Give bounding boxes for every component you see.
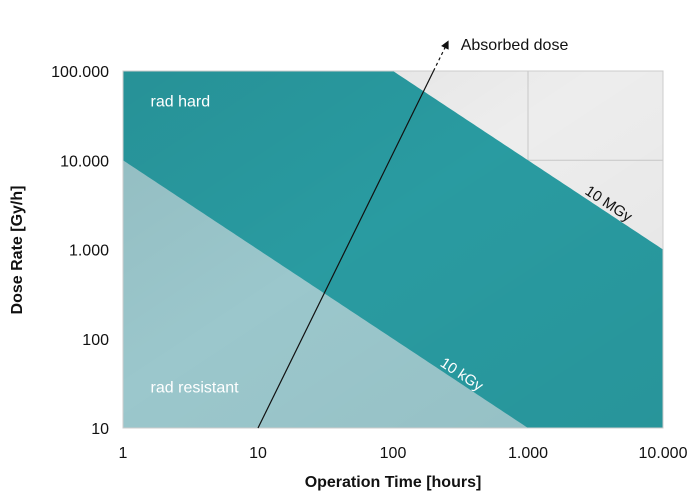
x-tick-label: 1 bbox=[119, 445, 128, 462]
x-tick-label: 10 bbox=[249, 445, 267, 462]
y-tick-label: 100.000 bbox=[51, 64, 109, 81]
absorbed-dose-arrow-line bbox=[257, 70, 435, 429]
region-label-rad-hard: rad hard bbox=[151, 94, 211, 111]
x-axis-title: Operation Time [hours] bbox=[305, 474, 482, 491]
y-tick-label: 10 bbox=[91, 421, 109, 438]
region-label-rad-resistant: rad resistant bbox=[151, 379, 240, 396]
absorbed-dose-label: Absorbed dose bbox=[461, 37, 569, 54]
x-tick-label: 10.000 bbox=[639, 445, 688, 462]
y-tick-label: 100 bbox=[82, 332, 109, 349]
absorbed-dose-arrow-dashed bbox=[432, 40, 449, 72]
y-axis-title: Dose Rate [Gy/h] bbox=[9, 186, 26, 315]
y-tick-labels: 10 100 1.000 10.000 100.000 bbox=[51, 64, 109, 438]
y-tick-label: 1.000 bbox=[69, 243, 109, 260]
x-tick-labels: 1 10 100 1.000 10.000 bbox=[119, 445, 688, 462]
x-tick-label: 100 bbox=[380, 445, 407, 462]
plot-frame bbox=[122, 70, 664, 429]
y-tick-label: 10.000 bbox=[60, 153, 109, 170]
x-tick-label: 1.000 bbox=[508, 445, 548, 462]
